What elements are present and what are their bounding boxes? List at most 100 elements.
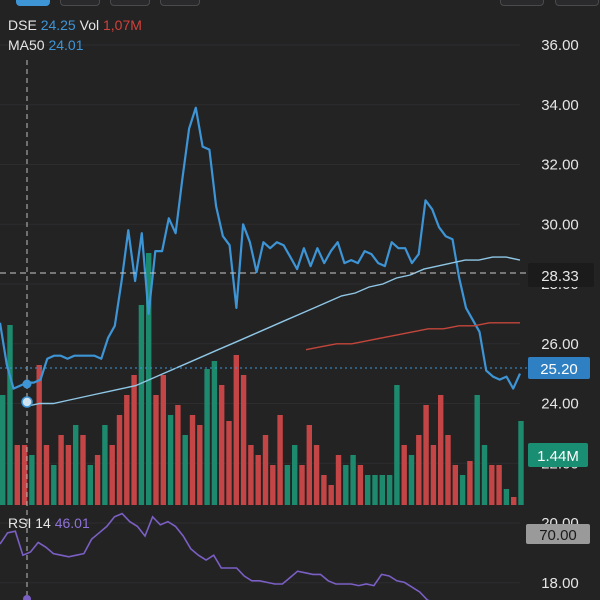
volume-bar: [284, 465, 291, 505]
volume-bar: [503, 489, 510, 505]
volume-bar: [270, 465, 276, 505]
timeframe-tab-3[interactable]: [110, 0, 150, 6]
volume-bar: [511, 497, 517, 505]
price-line: [0, 106, 522, 390]
volume-bar: [189, 415, 196, 505]
volume-bar: [313, 445, 320, 505]
timeframe-tab-1[interactable]: [16, 0, 50, 6]
rsi-label: RSI 14: [8, 515, 51, 531]
rsi-line: [0, 512, 430, 600]
volume-bar: [0, 395, 6, 505]
volume-bar: [350, 455, 356, 505]
timeframe-tab-5[interactable]: [500, 0, 544, 6]
price-value: 24.25: [40, 17, 76, 33]
volume-bar: [423, 405, 429, 505]
volume-value: 1,07M: [102, 17, 142, 33]
volume-bar: [328, 485, 334, 505]
rsi-value: 46.01: [54, 515, 90, 531]
volume-bar: [357, 465, 364, 505]
volume-bars: [0, 253, 524, 505]
timeframe-tab-4[interactable]: [160, 0, 200, 6]
volume-bar: [102, 425, 108, 505]
volume-bar: [219, 385, 225, 505]
volume-bar: [138, 305, 145, 505]
last-price-badge-bg: [528, 357, 590, 379]
volume-bar: [240, 375, 247, 505]
volume-bar: [481, 445, 488, 505]
volume-badge-bg: [528, 443, 588, 467]
volume-bar: [255, 455, 261, 505]
volume-bar: [452, 465, 458, 505]
ma50-value: 24.01: [48, 37, 84, 53]
volume-bar: [394, 385, 400, 505]
rsi-level-badge: 70.00: [539, 527, 577, 544]
rsi-legend: RSI 14 46.01: [8, 515, 90, 531]
volume-bar: [211, 361, 218, 505]
volume-bar: [51, 465, 57, 505]
volume-bar: [182, 435, 188, 505]
volume-bar: [379, 475, 385, 505]
y-tick-label: 18.00: [541, 575, 579, 592]
volume-bar: [401, 445, 407, 505]
volume-bar: [489, 465, 495, 505]
ma-legend: MA50 24.01: [8, 37, 84, 53]
volume-bar: [94, 455, 101, 505]
volume-bar: [372, 475, 378, 505]
price-gridlines: [0, 44, 520, 584]
y-tick-label: 30.00: [541, 216, 579, 233]
volume-label: Vol: [79, 17, 100, 33]
volume-bar: [430, 445, 437, 505]
volume-bar: [386, 475, 393, 505]
volume-bar: [146, 253, 152, 505]
ma50-label: MA50: [8, 37, 45, 53]
volume-bar: [14, 445, 20, 505]
volume-bar: [87, 465, 93, 505]
timeframe-tab-6[interactable]: [555, 0, 599, 6]
axis-badges: 28.33 25.20 1.44M 70.00: [526, 263, 594, 544]
volume-bar: [167, 415, 174, 505]
volume-bar: [445, 435, 451, 505]
volume-bar: [459, 475, 466, 505]
volume-bar: [197, 425, 203, 505]
volume-bar: [233, 355, 239, 505]
volume-bar: [474, 395, 480, 505]
ma-red-line: [305, 322, 520, 351]
crosshair-ma-point: [21, 396, 33, 408]
volume-bar: [109, 445, 115, 505]
volume-badge: 1.44M: [537, 448, 579, 465]
symbol-label: DSE: [8, 17, 37, 33]
volume-bar: [248, 445, 254, 505]
volume-bar: [467, 461, 473, 505]
price-legend: DSE 24.25 Vol 1,07M: [8, 17, 142, 33]
volume-bar: [496, 465, 502, 505]
y-tick-label: 26.00: [541, 336, 579, 353]
volume-bar: [21, 445, 28, 505]
volume-bar: [321, 475, 327, 505]
chart-lines: [0, 106, 522, 600]
rsi-axis-labels: 18.00: [541, 575, 579, 592]
volume-bar: [36, 365, 42, 505]
volume-bar: [438, 395, 444, 505]
volume-bar: [7, 325, 13, 505]
volume-bar: [277, 415, 283, 505]
y-tick-label: 24.00: [541, 396, 579, 413]
crosshair-overlay: [0, 60, 528, 600]
volume-bar: [226, 421, 232, 505]
volume-bar: [160, 375, 166, 505]
volume-bar: [29, 455, 35, 505]
volume-bar: [80, 435, 86, 505]
ma50-line: [25, 256, 521, 408]
volume-bar: [343, 465, 349, 505]
volume-bar: [204, 369, 210, 505]
crosshair-price-badge: 28.33: [541, 268, 579, 285]
volume-bar: [58, 435, 64, 505]
volume-bar: [262, 435, 269, 505]
volume-bar: [73, 425, 79, 505]
volume-bar: [43, 445, 50, 505]
timeframe-tab-2[interactable]: [60, 0, 100, 6]
volume-bar: [518, 421, 524, 505]
volume-bar: [408, 455, 415, 505]
volume-bar: [365, 475, 371, 505]
volume-bar: [153, 395, 159, 505]
